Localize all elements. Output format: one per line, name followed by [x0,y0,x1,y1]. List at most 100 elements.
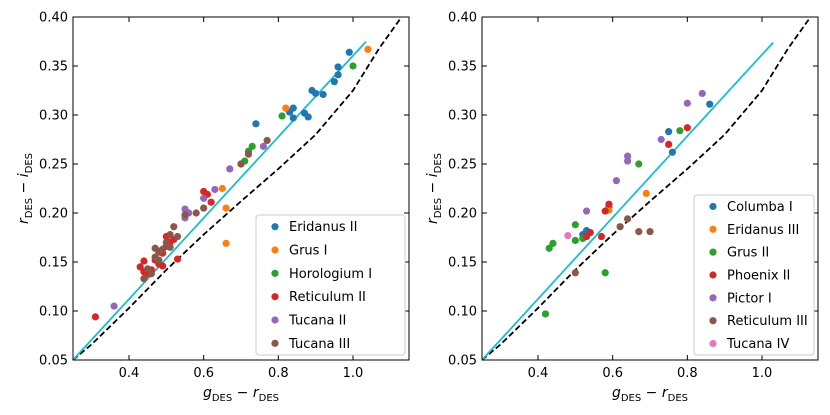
dashed-reference-line [73,17,403,360]
y-axis-label-sub2: DES [24,153,35,173]
point-reticulum-ii [207,198,215,206]
legend-label: Tucana IV [726,337,789,352]
point-grus-ii [635,160,643,168]
point-grus-ii [571,236,579,245]
point-phoenix-ii [665,140,673,148]
point-tucana-ii [226,165,234,173]
y-tick-label: 0.10 [39,305,68,320]
y-tick-label: 0.05 [39,354,68,369]
y-axis-label: rDES − iDES [425,153,444,224]
legend-marker [709,294,717,302]
point-tucana-iv [564,231,572,240]
point-tucana-iii [173,232,182,241]
y-axis-label-sub1: DES [24,198,35,218]
x-tick-label: 0.8 [268,366,289,381]
point-phoenix-ii [597,232,606,241]
point-eridanus-ii [334,63,342,71]
x-axis-label-sub1: DES [212,393,232,404]
x-axis-label: gDES − rDES [612,385,688,404]
x-axis-label-minus: − [641,385,662,401]
point-eridanus-ii [252,120,260,128]
x-tick-label: 1.0 [343,366,364,381]
legend-label: Tucana II [288,314,346,329]
point-horologium-i [278,112,286,120]
x-tick-label: 1.0 [752,366,773,381]
point-grus-ii [571,221,579,229]
x-axis-label-var2: r [253,385,260,401]
x-axis-label-var1: g [612,385,621,401]
point-tucana-ii [259,142,267,150]
legend-marker [271,269,279,277]
point-tucana-ii [110,302,118,310]
point-eridanus-ii [330,78,338,86]
legend-label: Eridanus II [289,220,357,235]
point-tucana-ii [211,185,219,194]
y-tick-label: 0.40 [39,11,68,26]
point-reticulum-iii [646,228,654,236]
legend-marker [709,225,717,233]
legend-box [255,214,406,356]
y-axis-label-var1: r [425,217,441,224]
point-tucana-iii [237,160,245,168]
point-phoenix-ii [605,200,613,208]
x-axis-label-sub1: DES [621,393,641,404]
point-tucana-iii [192,209,200,217]
point-grus-i [218,184,226,193]
point-reticulum-ii [173,255,182,263]
legend-marker [709,248,717,256]
legend: Columba I Eridanus III Grus II Phoenix II Pi… [693,194,815,356]
legend-label: Reticulum III [727,314,808,329]
x-axis-label-var1: g [203,385,212,401]
point-tucana-iii [162,238,170,246]
point-eridanus-ii [312,89,320,98]
y-axis-label-minus: − [16,177,32,198]
point-columba-i [668,148,677,156]
y-axis-label-var2: i [425,173,441,177]
y-tick-label: 0.30 [39,109,68,124]
point-reticulum-iii [616,223,624,231]
legend-label: Grus II [727,246,769,261]
point-reticulum-ii [136,263,144,271]
x-tick-label: 0.8 [677,366,698,381]
point-grus-i [222,204,230,212]
point-tucana-iii [244,150,253,158]
point-pictor-i [582,207,591,215]
x-axis-label: gDES − rDES [203,385,279,404]
point-horologium-i [349,62,357,70]
legend-label: Reticulum II [289,290,366,305]
fit-line [482,41,774,360]
x-tick-label: 0.4 [528,366,549,381]
point-phoenix-ii [601,207,609,215]
legend: Eridanus II Grus I Horologium I Reticulum I… [255,214,406,356]
legend-label: Grus I [289,244,327,259]
y-tick-label: 0.30 [448,109,477,124]
point-pictor-i [657,135,665,144]
point-phoenix-ii [586,229,594,237]
point-tucana-iii [159,245,167,253]
legend-marker [271,293,279,301]
x-axis-label-sub2: DES [259,393,279,404]
point-eridanus-ii [334,71,342,79]
x-axis-label-var2: r [662,385,669,401]
legend-label: Tucana III [288,337,350,352]
legend-marker [709,202,717,211]
y-tick-label: 0.15 [39,256,68,271]
point-reticulum-iii [635,228,643,236]
y-tick-label: 0.10 [448,305,477,320]
point-grus-ii [545,244,553,252]
x-tick-label: 0.4 [119,366,140,381]
point-grus-ii [549,239,557,247]
point-columba-i [706,100,714,108]
x-tick-label: 0.6 [193,366,214,381]
legend-marker [271,316,279,324]
panel-2: 0.4 0.6 0.8 1.0 0.05 0.10 0.15 0.20 0.25 0.30 0.35… [425,11,819,404]
point-tucana-iii [140,275,148,283]
y-tick-label: 0.40 [448,11,477,26]
y-tick-label: 0.25 [448,158,477,173]
point-phoenix-ii [683,124,691,132]
dashed-reference-line [482,17,812,360]
point-eridanus-ii [289,104,297,112]
point-grus-ii [541,310,550,318]
legend-box [693,194,815,356]
